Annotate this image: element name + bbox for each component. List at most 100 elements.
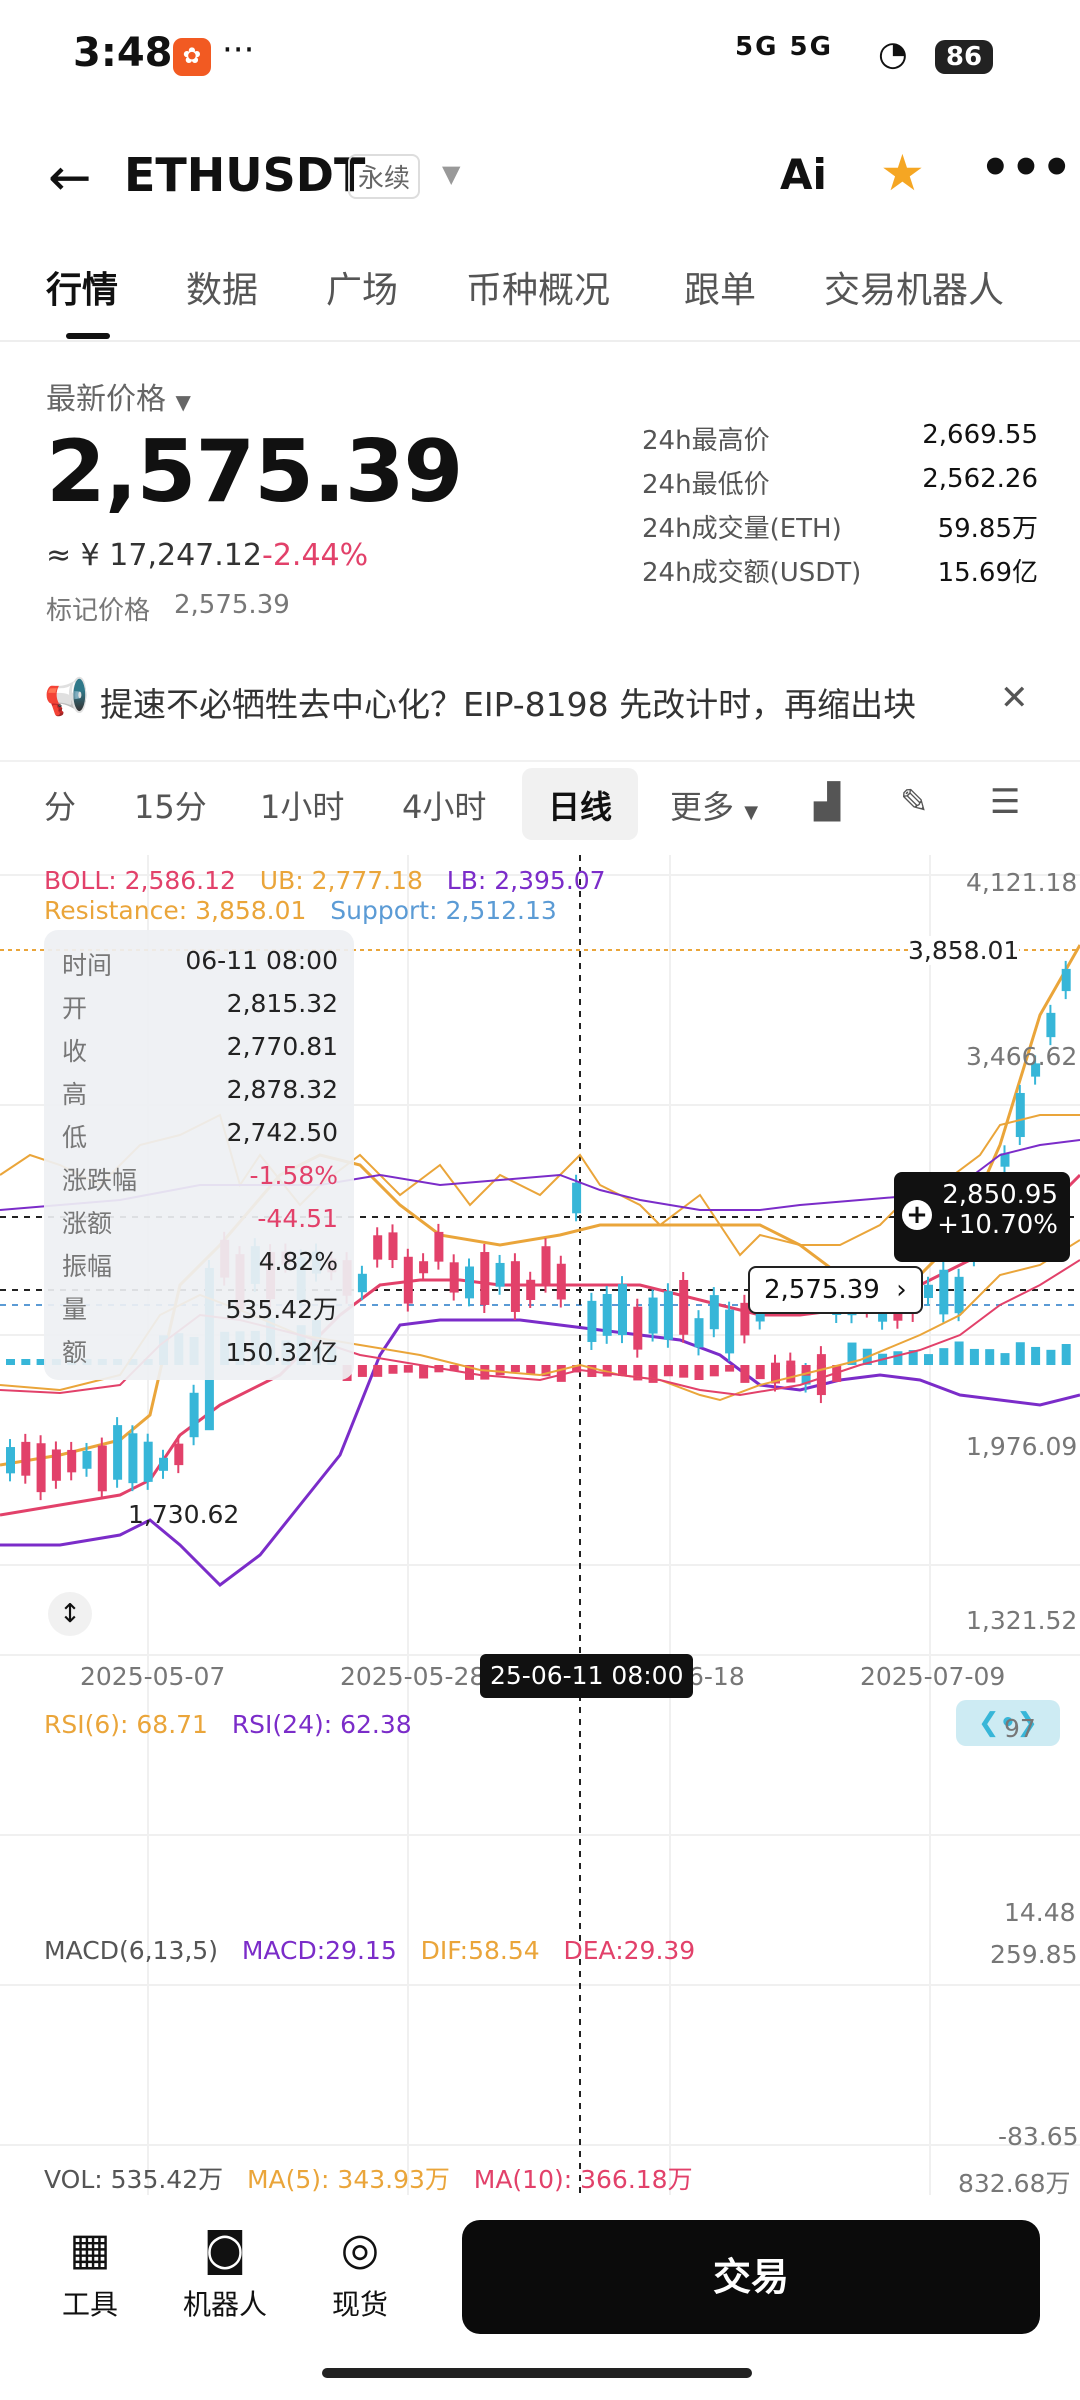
ai-assistant-icon[interactable]: ❮•❯: [956, 1700, 1060, 1746]
candle: [816, 1354, 826, 1396]
candle: [480, 1252, 490, 1305]
macd-histogram-bar: [526, 1365, 536, 1375]
candle: [419, 1261, 429, 1274]
candle: [1015, 1092, 1025, 1138]
macd-histogram-bar: [572, 1365, 582, 1373]
candle: [740, 1302, 750, 1336]
low-marker-label: 1,730.62: [128, 1500, 240, 1529]
interval-more[interactable]: 更多 ▼: [670, 788, 759, 826]
candle: [556, 1263, 566, 1300]
macd-histogram-bar: [510, 1365, 520, 1372]
interval-active-bg: [522, 768, 638, 840]
pair-title[interactable]: ETHUSDT: [124, 148, 366, 202]
latest-price-label[interactable]: 最新价格 ▼: [46, 382, 191, 417]
network-signal-icon: 5G 5G: [735, 32, 833, 62]
support-resistance-legend: Resistance: 3,858.01 Support: 2,512.13: [44, 896, 557, 925]
macd-legend: MACD(6,13,5) MACD:29.15 DIF:58.54 DEA:29…: [44, 1936, 696, 1965]
announcement-bar[interactable]: 📢 提速不必牺牲去中心化？EIP-8198 先改计时，再缩出块 ✕: [0, 672, 1080, 732]
status-bar: 3:48 ✿ ··· 5G 5G ◔ 86: [0, 0, 1080, 110]
macd-histogram-bar: [893, 1351, 903, 1365]
candle: [648, 1297, 658, 1334]
tab-copy-trade[interactable]: 跟单: [684, 270, 757, 311]
mark-price-value: 2,575.39: [174, 590, 290, 620]
macd-histogram-bar: [740, 1365, 750, 1383]
macd-histogram-bar: [694, 1365, 704, 1381]
candle: [618, 1284, 627, 1336]
macd-histogram-bar: [908, 1350, 918, 1365]
header: ← ETHUSDT 永续 ▼ Ai ★ •••: [0, 140, 1080, 220]
chart-type-icon[interactable]: ▟: [814, 782, 841, 822]
robot-button[interactable]: ◙ 机器人: [175, 2224, 275, 2323]
macd-histogram-bar: [663, 1365, 673, 1377]
cny-price: ≈ ¥ 17,247.12: [46, 538, 262, 573]
active-tab-indicator: [66, 333, 110, 339]
interval-15m[interactable]: 15分: [134, 788, 207, 826]
candle: [541, 1246, 551, 1285]
candle: [36, 1443, 46, 1493]
candle: [159, 1457, 168, 1471]
candle: [97, 1445, 107, 1492]
interval-daily[interactable]: 日线: [548, 788, 613, 826]
macd-histogram-bar: [602, 1365, 612, 1377]
candle: [510, 1261, 520, 1312]
candle: [679, 1279, 689, 1335]
robot-icon: ◙: [203, 2224, 247, 2275]
candle: [587, 1300, 597, 1342]
candle: [449, 1262, 459, 1293]
close-icon[interactable]: ✕: [1000, 678, 1029, 718]
candle: [633, 1306, 643, 1350]
trade-button[interactable]: 交易: [462, 2220, 1040, 2334]
macd-histogram-bar: [985, 1349, 995, 1365]
tools-button[interactable]: ▦ 工具: [40, 2224, 140, 2323]
macd-histogram-bar: [21, 1359, 31, 1365]
macd-histogram-bar: [449, 1365, 459, 1372]
pair-dropdown-icon[interactable]: ▼: [442, 160, 461, 188]
macd-top-label: 259.85: [990, 1940, 1078, 1969]
add-alert-icon[interactable]: +: [902, 1200, 932, 1230]
announcement-text[interactable]: 提速不必牺牲去中心化？EIP-8198 先改计时，再缩出块: [100, 685, 917, 724]
tab-market[interactable]: 行情: [46, 270, 119, 311]
current-price-tag[interactable]: 2,575.39 ›: [748, 1266, 923, 1314]
macd-histogram-bar: [1046, 1349, 1056, 1365]
more-menu-icon[interactable]: •••: [980, 140, 1073, 196]
spot-button[interactable]: ◎ 现货: [310, 2224, 410, 2323]
candle: [526, 1279, 536, 1300]
macd-histogram-bar: [1061, 1344, 1071, 1365]
macd-histogram-bar: [847, 1342, 857, 1365]
contract-type-badge: 永续: [348, 154, 421, 199]
favorite-star-icon[interactable]: ★: [880, 144, 925, 202]
candle: [128, 1433, 138, 1484]
tab-coin-overview[interactable]: 币种概况: [466, 270, 611, 311]
wifi-icon: ◔: [878, 34, 908, 74]
drawing-pen-icon[interactable]: ✎: [900, 782, 929, 822]
macd-histogram-bar: [633, 1365, 643, 1381]
tab-data[interactable]: 数据: [186, 270, 259, 311]
macd-histogram-bar: [556, 1365, 566, 1382]
ai-button[interactable]: Ai: [780, 150, 827, 199]
macd-histogram-bar: [969, 1348, 979, 1365]
crosshair-price-box[interactable]: + 2,850.95 +10.70%: [894, 1172, 1070, 1262]
y-axis-1321-label: 1,321.52: [966, 1606, 1078, 1635]
candle: [373, 1235, 383, 1260]
mark-price-label: 标记价格: [46, 596, 151, 626]
rsi-legend: RSI(6): 68.71 RSI(24): 62.38: [44, 1710, 412, 1739]
interval-4h[interactable]: 4小时: [402, 788, 487, 826]
candle: [694, 1318, 704, 1348]
indicator-settings-icon[interactable]: ☰: [990, 782, 1021, 822]
crosshair-date-label: 25-06-11 08:00: [480, 1654, 694, 1698]
interval-minute[interactable]: 分: [44, 788, 77, 826]
macd-histogram-bar: [1000, 1353, 1010, 1365]
tab-square[interactable]: 广场: [326, 270, 399, 311]
rsi-top-label: 97: [1004, 1714, 1036, 1743]
tab-trading-bot[interactable]: 交易机器人: [824, 270, 1005, 311]
candle: [602, 1293, 612, 1336]
candle: [1061, 968, 1071, 992]
boll-legend: BOLL: 2,586.12 UB: 2,777.18 LB: 2,395.07: [44, 866, 606, 895]
macd-histogram-bar: [939, 1348, 949, 1365]
candle: [725, 1309, 735, 1354]
expand-chart-icon[interactable]: ↕: [48, 1592, 92, 1636]
back-arrow-icon[interactable]: ←: [48, 148, 92, 208]
macd-histogram-bar: [954, 1341, 964, 1365]
candle: [143, 1441, 153, 1482]
interval-1h[interactable]: 1小时: [260, 788, 345, 826]
